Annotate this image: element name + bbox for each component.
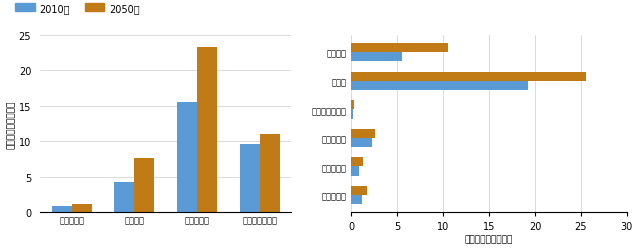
Bar (351, 186, 367, 195)
Bar (72, 204, 92, 212)
Y-axis label: 人口（単位：億人）: 人口（単位：億人） (7, 100, 16, 148)
Bar (177, 103, 197, 212)
Bar (351, 44, 447, 53)
Bar (351, 158, 363, 167)
Bar (115, 183, 134, 212)
Bar (351, 82, 527, 90)
X-axis label: 人口（単位：億人）: 人口（単位：億人） (465, 234, 513, 243)
Bar (351, 167, 359, 176)
Bar (134, 158, 154, 212)
Bar (351, 101, 354, 110)
Bar (197, 48, 217, 212)
Bar (351, 72, 586, 82)
Bar (351, 138, 372, 147)
Bar (52, 206, 72, 212)
Legend: 2010年, 2050年: 2010年, 2050年 (12, 0, 143, 18)
Bar (351, 195, 362, 204)
Bar (260, 135, 280, 212)
Bar (351, 129, 375, 138)
Bar (351, 110, 353, 119)
Bar (351, 53, 402, 62)
Bar (239, 144, 260, 212)
